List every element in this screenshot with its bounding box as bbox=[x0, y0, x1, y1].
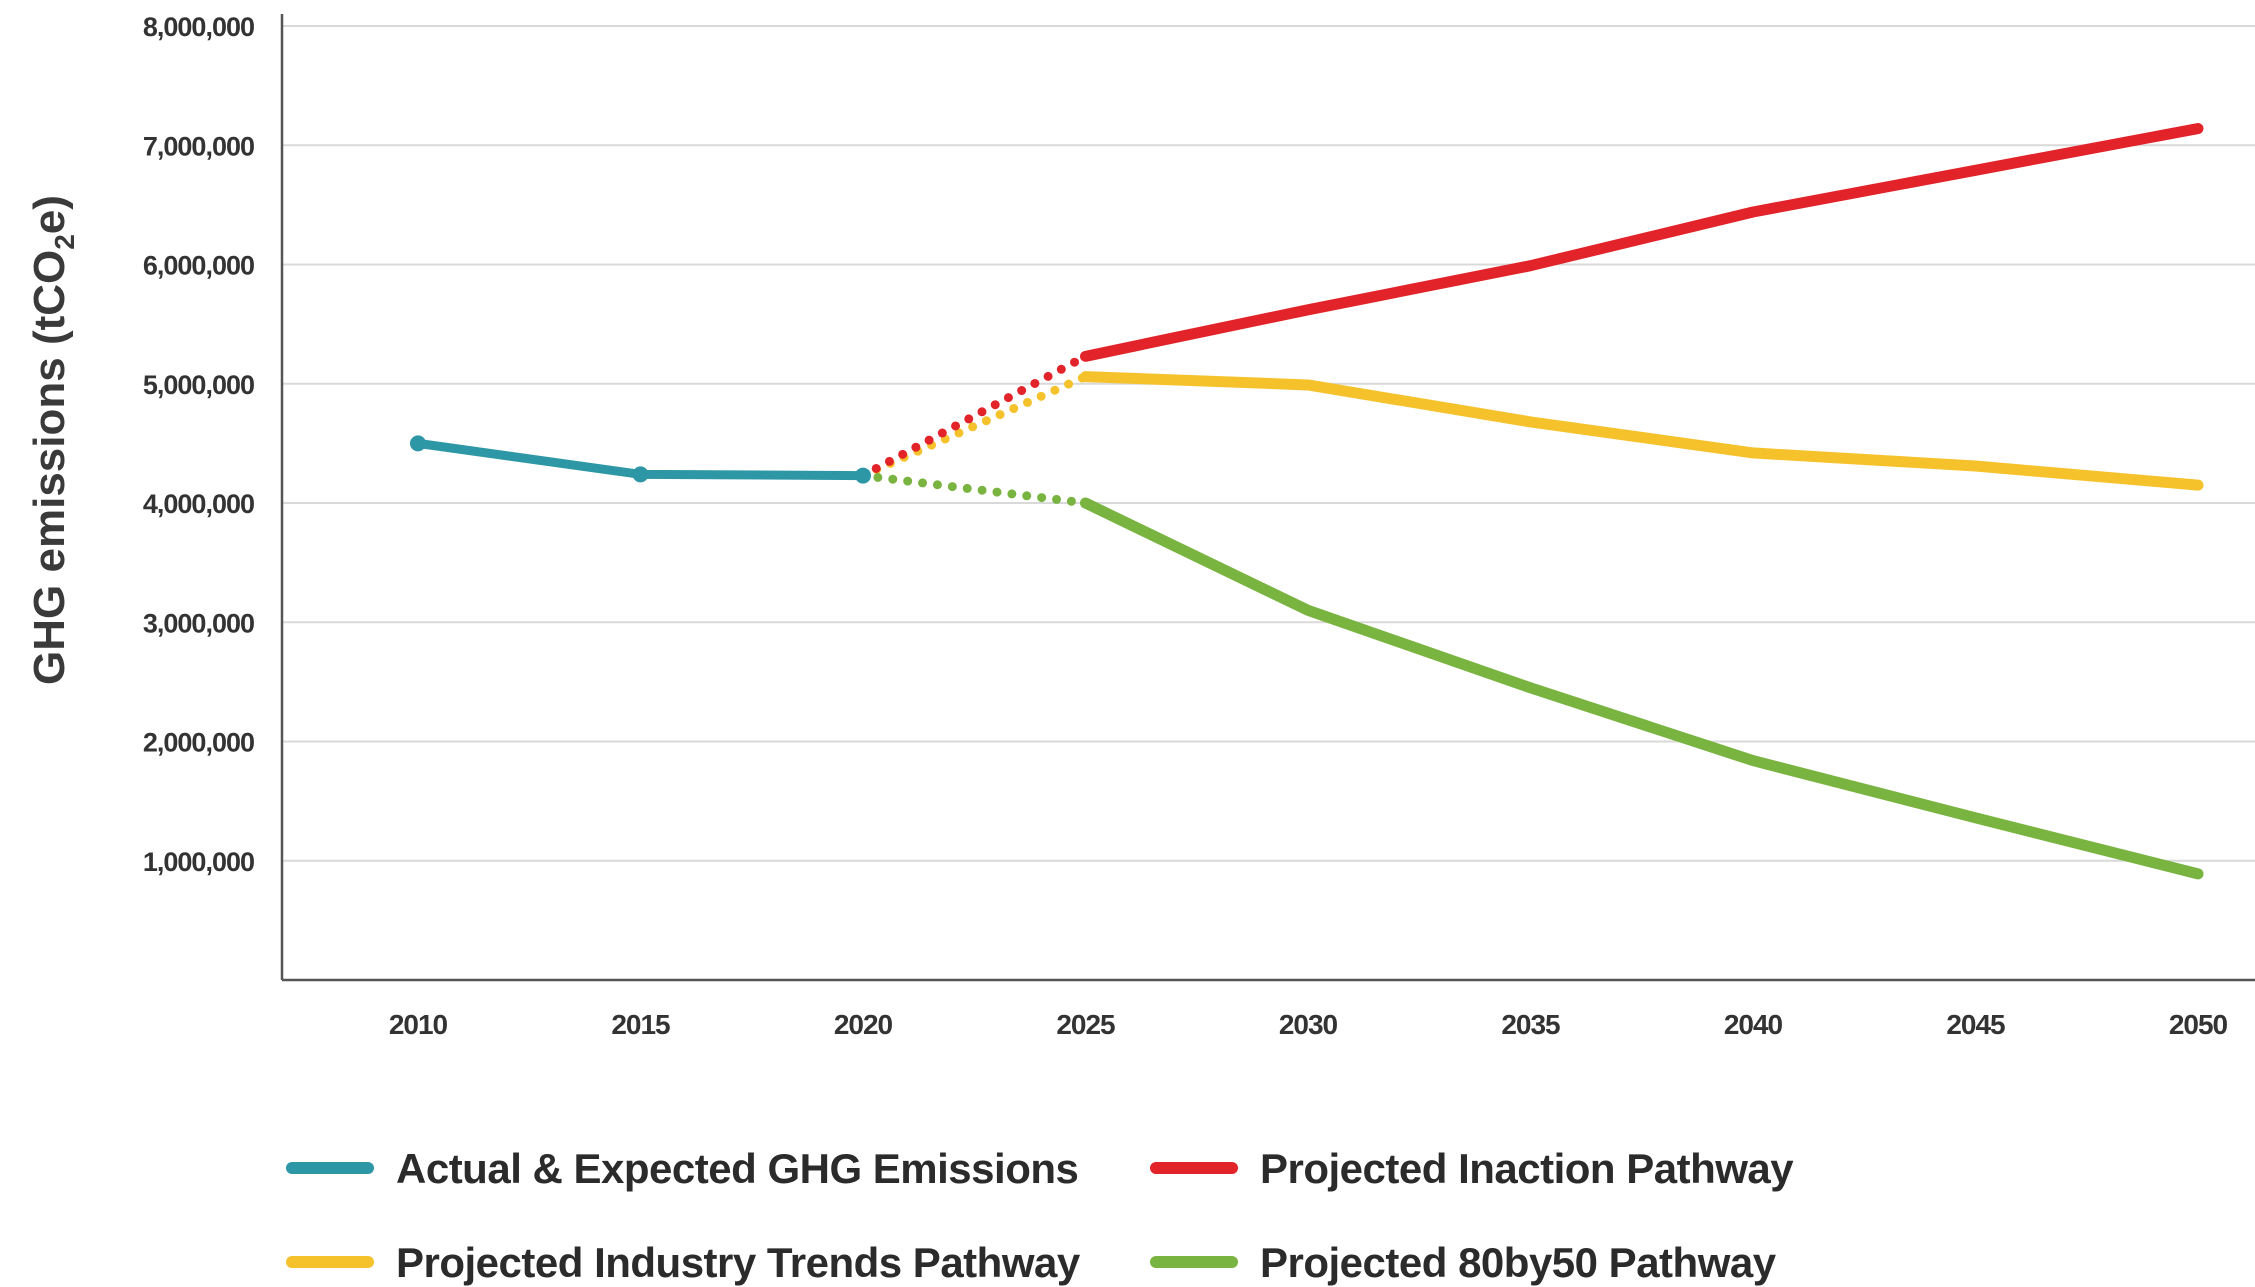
legend-label: Projected 80by50 Pathway bbox=[1260, 1239, 1777, 1286]
series-projected-inaction-pathway bbox=[858, 123, 2204, 481]
y-tick-label: 6,000,000 bbox=[143, 251, 254, 281]
x-tick-label: 2015 bbox=[611, 1009, 670, 1040]
series-dotted-segment bbox=[858, 471, 1090, 508]
x-tick-label: 2050 bbox=[2169, 1009, 2228, 1040]
series-point bbox=[855, 467, 871, 484]
series-point bbox=[410, 435, 426, 452]
y-tick-label: 8,000,000 bbox=[143, 12, 254, 42]
y-axis-title: GHG emissions (tCO2e) bbox=[25, 195, 80, 685]
series-line bbox=[1080, 371, 2204, 491]
x-tick-label: 2030 bbox=[1279, 1009, 1338, 1040]
y-tick-label: 7,000,000 bbox=[143, 131, 254, 161]
y-tick-label: 2,000,000 bbox=[143, 728, 254, 758]
legend-item: Projected 80by50 Pathway bbox=[1150, 1239, 1777, 1286]
series-line bbox=[1080, 123, 2204, 362]
x-tick-labels: 2010 2015 2020 2025 2030 2035 2040 2045 2050 bbox=[389, 1009, 2229, 1040]
series-line bbox=[1080, 497, 2204, 880]
legend-label: Projected Industry Trends Pathway bbox=[396, 1239, 1081, 1286]
x-tick-label: 2025 bbox=[1056, 1009, 1115, 1040]
x-tick-label: 2035 bbox=[1501, 1009, 1560, 1040]
legend-item: Projected Inaction Pathway bbox=[1150, 1145, 1795, 1192]
x-tick-label: 2020 bbox=[834, 1009, 893, 1040]
series-point bbox=[632, 466, 649, 483]
legend-item: Projected Industry Trends Pathway bbox=[286, 1239, 1081, 1286]
series-dotted-segment bbox=[858, 372, 1090, 481]
x-tick-label: 2010 bbox=[389, 1009, 448, 1040]
y-tick-label: 1,000,000 bbox=[143, 847, 254, 877]
y-axis-title-suffix: e) bbox=[25, 195, 74, 234]
y-tick-label: 5,000,000 bbox=[143, 370, 254, 400]
series-projected-80by50-pathway bbox=[858, 471, 2204, 880]
axes bbox=[280, 14, 2255, 982]
y-tick-labels: 1,000,000 2,000,000 3,000,000 4,000,000 5,00… bbox=[143, 12, 255, 877]
x-tick-label: 2040 bbox=[1724, 1009, 1783, 1040]
y-tick-label: 4,000,000 bbox=[143, 489, 254, 519]
legend-item: Actual & Expected GHG Emissions bbox=[286, 1145, 1079, 1192]
legend: Actual & Expected GHG Emissions Projected… bbox=[286, 1145, 1795, 1286]
gridlines bbox=[282, 25, 2255, 862]
y-axis-title-main: GHG emissions (tCO bbox=[25, 250, 74, 685]
series-projected-industry-trends-pathway bbox=[858, 371, 2204, 491]
legend-label: Actual & Expected GHG Emissions bbox=[396, 1145, 1078, 1192]
x-tick-label: 2045 bbox=[1946, 1009, 2005, 1040]
series-dotted-segment bbox=[858, 351, 1090, 481]
series-lines bbox=[410, 123, 2204, 880]
legend-label: Projected Inaction Pathway bbox=[1260, 1145, 1794, 1192]
y-tick-label: 3,000,000 bbox=[143, 608, 254, 638]
y-axis-title-subscript: 2 bbox=[49, 234, 80, 250]
series-actual-expected-ghg-emissions bbox=[410, 435, 871, 484]
